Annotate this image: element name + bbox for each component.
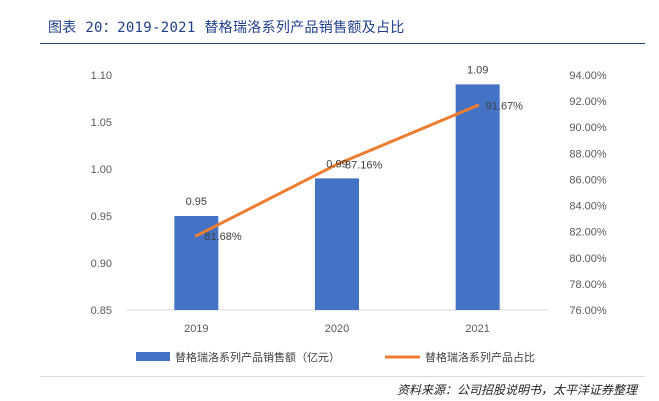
source-note: 资料来源：公司招股说明书，太平洋证券整理 [396,383,637,397]
chart-title: 图表 20：2019-2021 替格瑞洛系列产品销售额及占比 [48,20,405,36]
title-divider [40,43,645,44]
left-tick-label: 0.95 [91,211,112,223]
x-tick-label: 2019 [184,323,208,335]
left-tick-label: 1.05 [91,117,112,129]
bar-label-2019: 0.95 [186,196,207,208]
right-tick-label: 92.00% [569,96,607,108]
left-tick-label: 0.90 [91,258,112,270]
right-tick-label: 76.00% [569,305,607,317]
line-data-labels: 81.68% 87.16% 91.67% [204,100,523,242]
right-tick-label: 80.00% [569,253,607,265]
right-tick-label: 84.00% [569,201,607,213]
bar-label-2021: 1.09 [467,64,488,76]
left-tick-label: 1.10 [91,70,112,82]
combo-chart: 0.85 0.90 0.95 1.00 1.05 1.10 76.00% 78.00% 80.… [91,64,607,364]
bar-data-labels: 0.95 0.99 1.09 [186,64,489,208]
left-tick-label: 0.85 [91,305,112,317]
legend-bar-label: 替格瑞洛系列产品销售额（亿元） [175,350,340,364]
legend: 替格瑞洛系列产品销售额（亿元） 替格瑞洛系列产品占比 [136,350,535,364]
x-tick-label: 2020 [325,323,349,335]
right-axis: 76.00% 78.00% 80.00% 82.00% 84.00% 86.00% 88.0… [569,70,607,317]
left-tick-label: 1.00 [91,164,112,176]
right-tick-label: 88.00% [569,148,607,160]
right-tick-label: 90.00% [569,122,607,134]
bar-series [174,84,500,311]
legend-bar-swatch [136,352,170,361]
right-tick-label: 78.00% [569,279,607,291]
right-tick-label: 94.00% [569,70,607,82]
right-tick-label: 82.00% [569,227,607,239]
title-bar: 图表 20：2019-2021 替格瑞洛系列产品销售额及占比 [0,0,659,44]
bar-2021 [455,84,500,311]
legend-line-label: 替格瑞洛系列产品占比 [425,350,535,364]
bar-2019 [174,216,219,310]
x-axis: 2019 2020 2021 [184,323,490,335]
line-label-2019: 81.68% [204,231,242,243]
source-divider [40,376,645,377]
right-tick-label: 86.00% [569,174,607,186]
x-tick-label: 2021 [465,323,489,335]
bar-2020 [315,178,359,310]
line-series [194,103,480,238]
left-axis: 0.85 0.90 0.95 1.00 1.05 1.10 [91,70,112,317]
bar-label-2020: 0.99 [326,158,347,170]
line-label-2021: 91.67% [486,100,524,112]
line-label-2020: 87.16% [345,159,383,171]
